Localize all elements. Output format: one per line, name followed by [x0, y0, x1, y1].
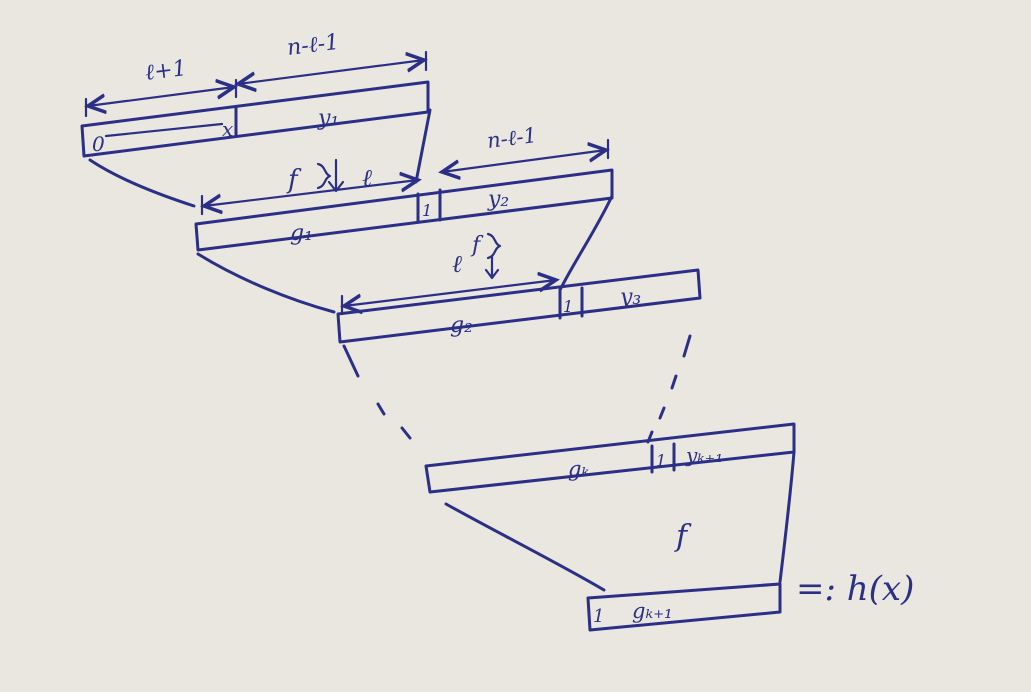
box3-g2: g₂: [450, 313, 473, 338]
box-5: [586, 582, 782, 632]
brace-1: [316, 162, 332, 190]
top-width-arrows: [86, 50, 426, 118]
transition-2: [196, 194, 614, 314]
box2-g1: g₁: [290, 221, 313, 246]
box5-one: 1: [593, 606, 604, 627]
continuation-dots: [342, 334, 692, 444]
ell-label-1: ℓ: [362, 164, 372, 192]
result-h-of-x: =: h(x): [796, 569, 914, 609]
label-l-plus-1: ℓ+1: [144, 56, 188, 86]
box4-yk1: yₖ₊₁: [685, 443, 723, 467]
box2-one: 1: [422, 201, 432, 220]
box-1: [80, 80, 430, 158]
box3-y3: y₃: [619, 285, 641, 310]
f-label-final: f: [674, 519, 692, 554]
box5-gk1: gₖ₊₁: [632, 599, 673, 623]
box-2-arrows: [202, 138, 608, 216]
box2-y2: y₂: [487, 187, 509, 212]
box-3: [336, 268, 702, 344]
box1-x: x: [222, 117, 233, 141]
transition-1: [88, 108, 432, 208]
brace-2: [486, 232, 502, 260]
box4-one: 1: [656, 451, 666, 470]
box1-y1: y₁: [317, 106, 339, 131]
down-arrow-2: [484, 254, 500, 280]
label-n-l-1-box2: n-ℓ-1: [486, 123, 538, 153]
box-3-arrows: [342, 280, 556, 316]
box1-zero: 0: [92, 132, 105, 156]
transition-final: [444, 450, 796, 592]
box4-gk: gₖ: [568, 457, 589, 481]
label-n-l-1-top: n-ℓ-1: [286, 30, 341, 61]
box3-one: 1: [563, 297, 573, 316]
f-label-1: f: [286, 165, 302, 195]
f-label-2: f: [470, 233, 484, 258]
down-arrow-1: [327, 158, 345, 193]
box-4: [424, 422, 796, 494]
ell-label-2: ℓ: [452, 250, 462, 278]
